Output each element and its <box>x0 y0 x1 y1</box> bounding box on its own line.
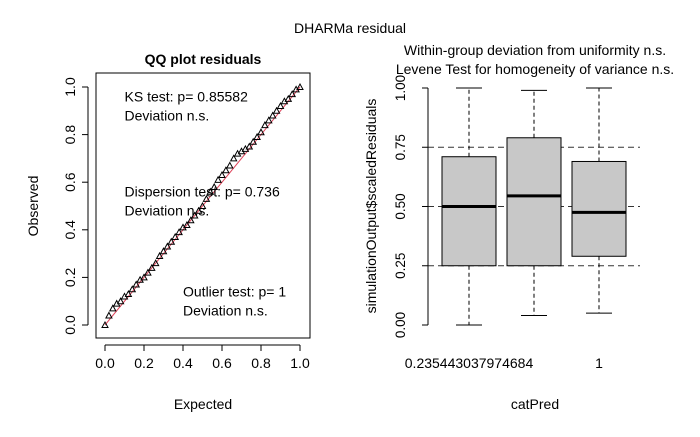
qq-x-tick-label: 0.4 <box>173 355 193 371</box>
qq-point <box>105 311 113 319</box>
qq-point <box>218 171 226 179</box>
qq-point <box>151 259 160 267</box>
qq-x-tick-label: 0.8 <box>251 355 271 371</box>
qq-point <box>155 251 164 259</box>
qq-point <box>132 280 141 288</box>
qq-y-tick-label: 0.8 <box>62 125 78 145</box>
qq-y-tick-label: 0.6 <box>62 172 78 192</box>
qq-point <box>276 101 285 110</box>
qq-point <box>257 128 265 136</box>
qq-point <box>288 90 297 98</box>
qq-point <box>245 142 254 150</box>
qq-point <box>190 211 199 219</box>
qq-point <box>202 194 211 202</box>
qq-x-axis-label: Expected <box>174 396 232 412</box>
qq-y-tick-label: 0.0 <box>62 315 78 335</box>
qq-point <box>116 297 125 305</box>
box-plot-title-line-2: Levene Test for homogeneity of variance … <box>396 61 674 77</box>
qq-x-tick-label: 0.0 <box>95 355 115 371</box>
box-y-tick-label: 0.75 <box>393 134 408 160</box>
qq-point <box>171 232 180 240</box>
qq-point <box>128 285 137 293</box>
qq-y-tick-label: 0.4 <box>62 220 78 240</box>
box-y-tick-label: 1.00 <box>393 75 408 101</box>
qq-annotation-line: Deviation n.s. <box>183 302 268 318</box>
box-body <box>441 156 497 267</box>
box-body <box>571 160 627 257</box>
qq-plot-frame <box>95 72 311 339</box>
qq-x-tick-label: 0.6 <box>212 355 232 371</box>
qq-point <box>159 247 168 255</box>
qq-point <box>225 161 234 169</box>
qq-y-tick-label: 0.2 <box>62 267 78 287</box>
figure-title: DHARMa residual <box>294 20 406 36</box>
qq-x-tick-label: 0.2 <box>134 355 154 371</box>
box-plot-panel: Within-group deviation from uniformity n… <box>363 42 674 412</box>
qq-point <box>186 216 195 224</box>
qq-point <box>284 94 293 102</box>
qq-annotation-line: Dispersion test: p= 0.736 <box>125 183 280 199</box>
qq-y-axis: 0.0 0.2 0.4 0.6 0.8 1.0 <box>62 77 89 335</box>
qq-point <box>206 187 215 195</box>
qq-point <box>210 182 219 190</box>
qq-annotation-line: KS test: p= 0.85582 <box>125 88 249 104</box>
qq-annotations: KS test: p= 0.85582 Deviation n.s. Dispers… <box>125 88 287 318</box>
box-plot-boxes <box>441 87 627 326</box>
qq-point <box>167 237 176 245</box>
qq-point <box>101 320 109 328</box>
qq-point <box>261 121 269 129</box>
qq-points <box>101 82 304 328</box>
qq-annotation-line: Outlier test: p= 1 <box>183 283 286 299</box>
qq-point <box>229 154 238 162</box>
qq-point <box>214 175 222 183</box>
qq-point <box>183 220 191 229</box>
qq-point <box>222 166 230 174</box>
qq-annotation-line: Deviation n.s. <box>125 107 210 123</box>
box-x-tick-label: 1 <box>595 355 603 371</box>
qq-y-tick-label: 1.0 <box>62 77 78 97</box>
qq-point <box>253 132 261 140</box>
box-x-axis-label: catPred <box>511 396 559 412</box>
box-y-tick-label: 0.00 <box>393 312 408 338</box>
qq-x-tick-label: 1.0 <box>290 355 310 371</box>
box-plot-title-line-1: Within-group deviation from uniformity n… <box>404 42 666 58</box>
box-y-axis: 0.00 0.25 0.50 0.75 1.00 <box>393 75 429 338</box>
box-x-tick-label: 0.235443037974684 <box>405 355 534 371</box>
qq-point <box>163 242 172 250</box>
qq-annotation-line: Deviation n.s. <box>125 202 210 218</box>
qq-point <box>108 304 117 312</box>
qq-point <box>296 82 304 90</box>
box-1 <box>441 87 497 326</box>
qq-plot-title: QQ plot residuals <box>145 51 262 67</box>
qq-point <box>140 273 148 281</box>
box-y-tick-label: 0.50 <box>393 193 408 219</box>
qq-y-axis-label: Observed <box>25 176 41 237</box>
qq-point <box>175 228 183 236</box>
qq-point <box>198 201 207 209</box>
qq-point <box>249 137 258 145</box>
qq-point <box>144 268 152 276</box>
box-y-axis-label: simulationOutput$scaledResiduals <box>363 99 379 314</box>
qq-point <box>124 290 133 298</box>
qq-point <box>264 116 273 124</box>
qq-point <box>268 111 277 119</box>
qq-x-axis: 0.0 0.2 0.4 0.6 0.8 1.0 <box>95 344 310 371</box>
box-2 <box>506 89 562 317</box>
qq-point <box>194 206 203 214</box>
box-x-axis: 0.235443037974684 1 <box>405 355 603 371</box>
qq-point <box>147 263 156 271</box>
qq-plot-panel: QQ plot residuals Expected Observed 0.0 0… <box>25 51 311 412</box>
box-body <box>506 137 562 267</box>
box-y-tick-label: 0.25 <box>393 253 408 279</box>
box-3 <box>571 87 627 314</box>
qq-point <box>272 106 281 114</box>
